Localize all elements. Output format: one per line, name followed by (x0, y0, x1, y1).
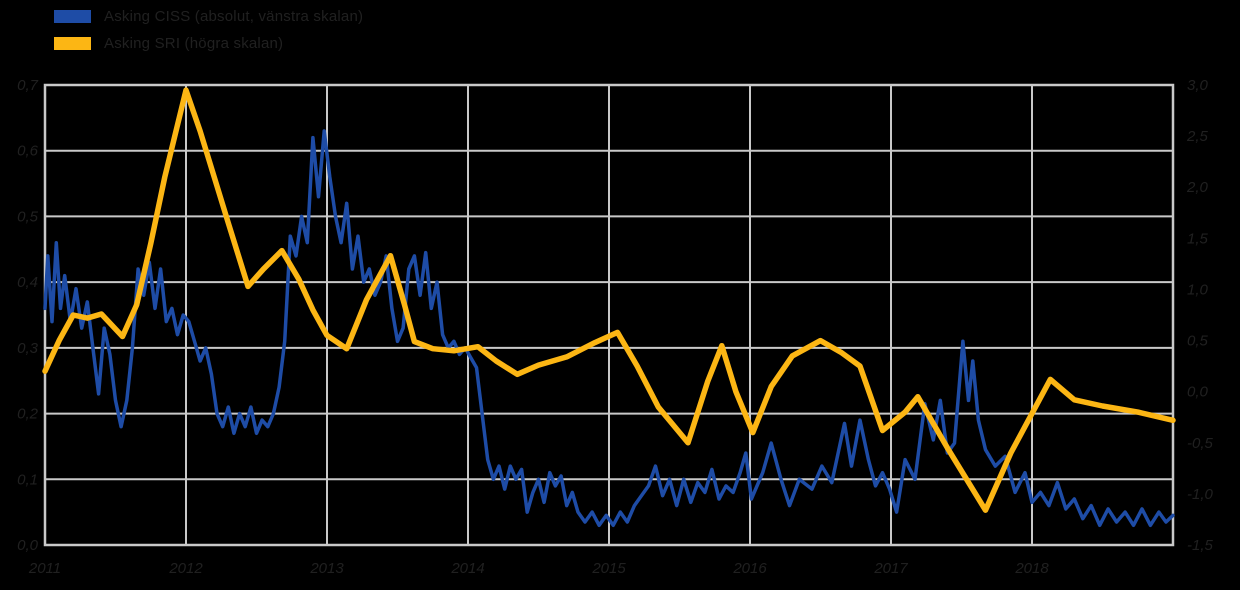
x-axis-tick-label: 2013 (309, 560, 344, 577)
left-axis-tick-label: 0,0 (17, 537, 39, 554)
x-axis-tick-label: 2017 (873, 560, 908, 577)
legend-swatch-sri (54, 36, 91, 50)
right-axis-labels: 3,0 2,5 2,0 1,5 1,0 0,5 0,0 -0,5 -1,0 -1,5 (1186, 77, 1214, 554)
plot-border (43, 83, 1175, 547)
x-axis-tick-label: 2012 (168, 560, 203, 577)
x-axis-tick-label: 2014 (450, 560, 484, 577)
left-axis-labels: 0,7 0,6 0,5 0,4 0,3 0,2 0,1 0,0 (17, 77, 39, 554)
right-axis-tick-label: 1,5 (1187, 230, 1209, 247)
x-axis-tick-label: 2018 (1014, 560, 1049, 577)
left-axis-tick-label: 0,5 (17, 208, 39, 225)
series-line-ciss (43, 129, 1175, 528)
grid (44, 84, 1174, 546)
x-axis-tick-label: 2015 (591, 560, 626, 577)
right-axis-tick-label: 2,0 (1186, 179, 1209, 196)
left-axis-tick-label: 0,3 (17, 340, 39, 357)
right-axis-tick-label: -1,0 (1187, 486, 1214, 503)
left-axis-tick-label: 0,1 (17, 471, 38, 488)
left-axis-tick-label: 0,7 (17, 77, 39, 94)
right-axis-tick-label: 2,5 (1186, 128, 1209, 145)
legend-label-sri: Asking SRI (högra skalan) (104, 34, 284, 52)
left-axis-tick-label: 0,6 (17, 143, 39, 160)
right-axis-tick-label: 0,0 (1187, 384, 1209, 401)
left-axis-tick-label: 0,2 (17, 406, 39, 423)
right-axis-tick-label: 1,0 (1187, 281, 1209, 298)
x-axis-tick-label: 2011 (28, 560, 61, 577)
legend: Asking CISS (absolut, vänstra skalan) As… (54, 5, 363, 59)
right-axis-tick-label: 3,0 (1187, 77, 1209, 94)
right-axis-tick-label: -0,5 (1187, 435, 1214, 452)
legend-label-ciss: Asking CISS (absolut, vänstra skalan) (104, 7, 364, 25)
legend-item-sri: Asking SRI (högra skalan) (54, 32, 363, 54)
right-axis-tick-label: -1,5 (1187, 537, 1214, 554)
x-axis-labels: 2011 2012 2013 2014 2015 2016 2017 2018 (28, 560, 1049, 577)
legend-swatch-ciss (54, 9, 91, 23)
right-axis-tick-label: 0,5 (1187, 333, 1209, 350)
x-axis-tick-label: 2016 (732, 560, 767, 577)
left-axis-tick-label: 0,4 (17, 274, 38, 291)
legend-item-ciss: Asking CISS (absolut, vänstra skalan) (54, 5, 363, 27)
series-line-sri (42, 87, 1176, 513)
